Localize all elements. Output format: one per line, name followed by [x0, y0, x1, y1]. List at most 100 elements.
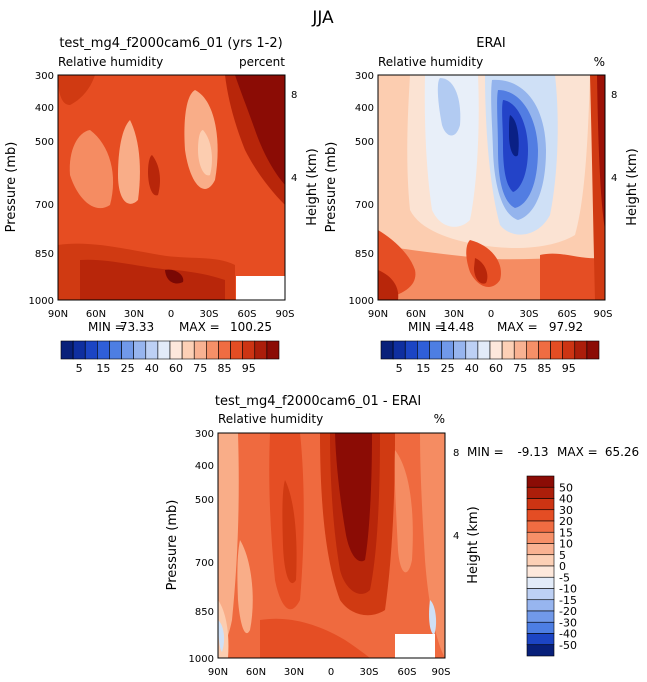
- xtick-label: 90N: [48, 309, 68, 320]
- contour-band: [165, 269, 184, 284]
- xtick-label: 60N: [406, 309, 426, 320]
- colorbar-swatch: [526, 340, 539, 360]
- colorbar-label: 0: [559, 560, 566, 573]
- colorbar-label: 40: [465, 362, 479, 375]
- xtick-label: 0: [488, 309, 494, 320]
- colorbar-label: 40: [145, 362, 159, 375]
- max-label: MAX =: [497, 320, 538, 334]
- colorbar-label: 25: [441, 362, 455, 375]
- panel-right-label: %: [594, 55, 605, 69]
- ytick-label: 300: [195, 429, 214, 440]
- ytick-label: 500: [195, 495, 214, 506]
- colorbar-label: 50: [559, 481, 573, 494]
- xtick-label: 60N: [86, 309, 106, 320]
- colorbar-swatch: [526, 543, 555, 556]
- xtick-label: 0: [328, 667, 334, 678]
- ytick-label: 850: [195, 607, 214, 618]
- panel-left-label: Relative humidity: [58, 55, 163, 69]
- colorbar: 5 15 25 40 60 75 85 95: [60, 340, 280, 375]
- colorbar-swatch: [526, 554, 555, 567]
- y2tick-label: 4: [291, 173, 297, 184]
- colorbar-label: 30: [559, 504, 573, 517]
- panel-left-label: Relative humidity: [218, 412, 323, 426]
- max-label: MAX =: [557, 445, 598, 459]
- colorbar-swatch: [218, 340, 231, 360]
- ytick-label: 1000: [349, 296, 374, 307]
- contour-band: [148, 155, 160, 196]
- colorbar-label: 85: [218, 362, 232, 375]
- contour-band: [474, 258, 488, 284]
- y2tick-label: 4: [453, 531, 459, 542]
- colorbar-swatch: [157, 340, 171, 360]
- colorbar-swatch: [526, 621, 555, 634]
- contour-band: [466, 240, 501, 287]
- contour-band: [235, 75, 285, 185]
- xtick-label: 90S: [431, 667, 450, 678]
- xtick-label: 30S: [199, 309, 218, 320]
- colorbar-swatch: [550, 340, 563, 360]
- colorbar-swatch: [254, 340, 268, 360]
- ytick-label: 1000: [189, 654, 214, 665]
- axes-frame: 300 400 500 700 850 1000 90N 60N 30N 0 3…: [165, 429, 639, 678]
- colorbar-swatch: [526, 531, 555, 544]
- contour-band: [394, 450, 413, 573]
- ytick-label: 700: [195, 558, 214, 569]
- colorbar-swatch: [441, 340, 454, 360]
- colorbar-swatch: [526, 498, 555, 511]
- colorbar-label: 60: [489, 362, 503, 375]
- colorbar-label: 5: [76, 362, 83, 375]
- contour-band: [509, 115, 519, 157]
- colorbar-swatch: [417, 340, 430, 360]
- colorbar-label: 40: [559, 493, 573, 506]
- xtick-label: 60N: [246, 667, 266, 678]
- colorbar-label: 95: [562, 362, 576, 375]
- contour-band: [260, 618, 370, 658]
- xtick-label: 30N: [444, 309, 464, 320]
- ytick-label: 700: [355, 200, 374, 211]
- ytick-label: 850: [355, 249, 374, 260]
- min-label: MIN =: [88, 320, 125, 334]
- xtick-label: 90S: [275, 309, 294, 320]
- colorbar-swatch: [477, 340, 491, 360]
- colorbar-swatch: [266, 340, 280, 360]
- colorbar-label: 95: [242, 362, 256, 375]
- y2tick-label: 4: [611, 173, 617, 184]
- xtick-label: 30S: [519, 309, 538, 320]
- contour-band: [218, 433, 239, 658]
- panel-right-label: percent: [239, 55, 285, 69]
- contour-band: [437, 78, 461, 136]
- colorbar-label: 60: [169, 362, 183, 375]
- colorbar-swatch: [429, 340, 442, 360]
- colorbar-label: 15: [96, 362, 110, 375]
- ytick-label: 300: [355, 71, 374, 82]
- colorbar-swatch: [84, 340, 98, 360]
- colorbar-swatch: [206, 340, 219, 360]
- contour-band: [429, 600, 437, 635]
- y-axis-label: Pressure (mb): [324, 142, 339, 233]
- xtick-label: 90S: [593, 309, 612, 320]
- colorbar-label: 75: [193, 362, 207, 375]
- panel-title: ERAI: [476, 36, 505, 51]
- contour-band: [424, 75, 479, 227]
- colorbar-swatch: [453, 340, 467, 360]
- ytick-label: 700: [35, 200, 54, 211]
- colorbar-swatch: [181, 340, 195, 360]
- colorbar-label: 15: [559, 526, 573, 539]
- colorbar-swatch: [526, 475, 555, 488]
- missing-region: [236, 276, 285, 300]
- missing-region: [395, 634, 435, 658]
- colorbar-swatch: [526, 610, 555, 623]
- colorbar: 5 15 25 40 60 75 85 95: [380, 340, 600, 375]
- axes-frame: 300 400 500 700 850 1000 90N 60N 30N 0 3…: [324, 71, 640, 334]
- colorbar-label: 5: [559, 549, 566, 562]
- panel-model: test_mg4_f2000cam6_01 (yrs 1-2) Relative…: [4, 36, 320, 375]
- ytick-label: 1000: [29, 296, 54, 307]
- colorbar-label: 10: [559, 538, 573, 551]
- panel-obs: ERAI Relative humidity % 300 400: [324, 36, 640, 375]
- colorbar-swatch: [380, 340, 394, 360]
- y-axis-label: Pressure (mb): [165, 500, 180, 591]
- contour-field: [218, 433, 445, 658]
- colorbar-swatch: [145, 340, 159, 360]
